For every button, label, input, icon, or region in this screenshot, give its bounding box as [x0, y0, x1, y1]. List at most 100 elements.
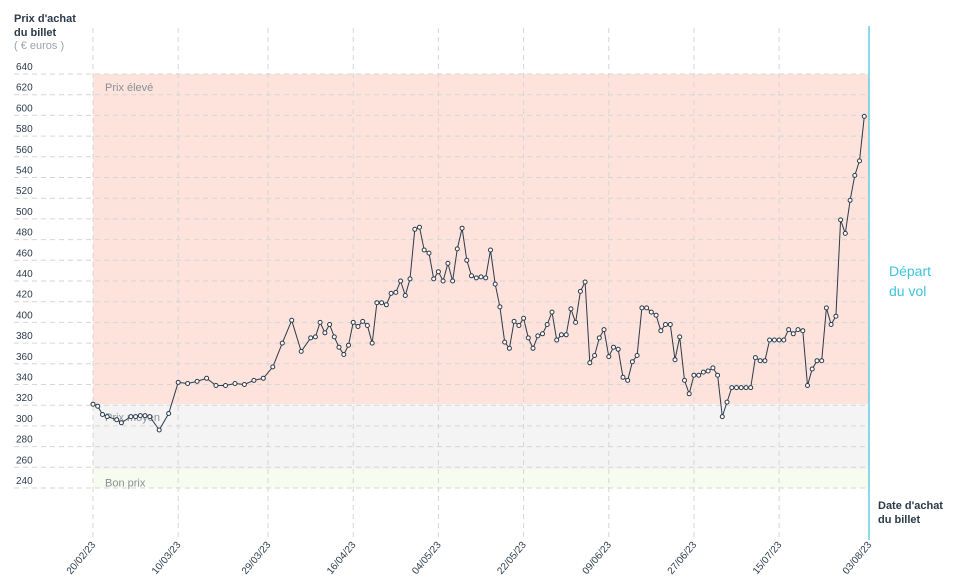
price-point: [857, 158, 862, 164]
price-point: [715, 372, 721, 378]
y-tick-label: 380: [16, 331, 33, 342]
price-point: [185, 381, 191, 386]
y-tick-label: 620: [16, 83, 33, 94]
price-point: [156, 427, 162, 433]
price-point: [601, 327, 607, 333]
price-point: [748, 385, 754, 391]
price-point: [511, 318, 517, 324]
price-point: [322, 330, 328, 336]
price-point: [440, 278, 446, 284]
price-point: [852, 172, 858, 178]
price-point: [596, 335, 602, 341]
price-point: [90, 401, 96, 407]
price-point: [469, 273, 474, 279]
y-tick-label: 360: [16, 352, 33, 363]
price-point: [800, 328, 806, 334]
price-point: [549, 309, 555, 315]
x-axis-title: Date d'achat du billet: [878, 499, 958, 527]
price-point: [459, 225, 465, 231]
y-tick-label: 540: [16, 166, 33, 177]
price-point: [175, 379, 181, 385]
price-point: [147, 414, 153, 420]
price-point: [790, 331, 796, 337]
price-point: [554, 337, 560, 343]
y-tick-label: 520: [16, 186, 33, 197]
price-point: [861, 113, 867, 119]
price-point: [786, 327, 792, 333]
price-point: [776, 337, 782, 343]
price-point: [388, 290, 394, 296]
price-point: [691, 372, 697, 378]
departure-label-line2: du vol: [889, 283, 927, 299]
price-point: [341, 352, 347, 357]
band-label: Prix élevé: [105, 82, 153, 94]
x-tick-label: 16/04/23: [325, 540, 359, 577]
price-point: [620, 374, 626, 380]
price-point: [743, 385, 749, 391]
y-axis-title-line2: du billet: [14, 27, 57, 39]
price-point: [492, 281, 498, 287]
band-rect: [93, 404, 869, 470]
x-axis-title-line1: Date d'achat: [878, 500, 943, 512]
price-point: [374, 300, 380, 306]
price-point: [686, 391, 692, 397]
x-tick-label: 09/06/23: [581, 540, 615, 577]
price-point: [592, 353, 598, 358]
price-point: [615, 346, 621, 352]
price-point: [402, 293, 408, 298]
x-axis-ticks: 20/02/23 10/03/23 29/03/23 16/04/23 04/05/23…: [65, 540, 875, 577]
price-point: [530, 345, 536, 351]
price-point: [336, 344, 342, 350]
grid-lines: [14, 28, 870, 540]
price-point: [762, 358, 768, 364]
y-tick-label: 320: [16, 393, 33, 404]
price-point: [450, 278, 456, 284]
price-point: [435, 269, 441, 275]
price-point: [118, 420, 124, 426]
y-tick-label: 400: [16, 310, 33, 321]
price-point: [426, 250, 432, 256]
y-tick-label: 420: [16, 290, 33, 301]
price-point: [464, 257, 470, 263]
price-point: [379, 300, 385, 306]
y-tick-label: 600: [16, 103, 33, 114]
y-tick-label: 300: [16, 414, 33, 425]
price-point: [516, 323, 522, 328]
price-point: [563, 332, 569, 338]
price-point: [752, 355, 758, 361]
price-point: [814, 358, 820, 364]
price-point: [819, 358, 825, 364]
y-tick-label: 580: [16, 124, 33, 135]
price-point: [757, 358, 763, 364]
price-point: [421, 247, 427, 253]
price-point: [412, 226, 418, 232]
price-point: [823, 305, 829, 311]
price-point: [805, 383, 810, 388]
price-point: [705, 368, 711, 374]
price-point: [719, 414, 725, 420]
departure-label: Départ du vol: [889, 261, 949, 301]
price-point: [625, 377, 631, 383]
price-point: [729, 385, 735, 391]
price-point: [223, 383, 228, 388]
price-point: [696, 372, 702, 378]
price-point: [355, 324, 361, 329]
price-point: [317, 319, 323, 325]
price-point: [710, 365, 716, 371]
price-point: [644, 305, 650, 311]
price-point: [847, 197, 853, 203]
price-point: [833, 313, 839, 319]
price-point: [445, 260, 451, 266]
price-point: [260, 375, 266, 381]
x-axis-title-line2: du billet: [878, 514, 921, 526]
price-point: [558, 332, 564, 338]
price-point: [521, 315, 527, 321]
price-point: [544, 322, 550, 327]
price-point: [582, 279, 588, 285]
price-point: [104, 414, 110, 420]
y-axis-unit: ( € euros ): [14, 40, 65, 52]
y-tick-label: 480: [16, 228, 33, 239]
price-point: [298, 348, 304, 354]
price-point: [417, 224, 422, 230]
